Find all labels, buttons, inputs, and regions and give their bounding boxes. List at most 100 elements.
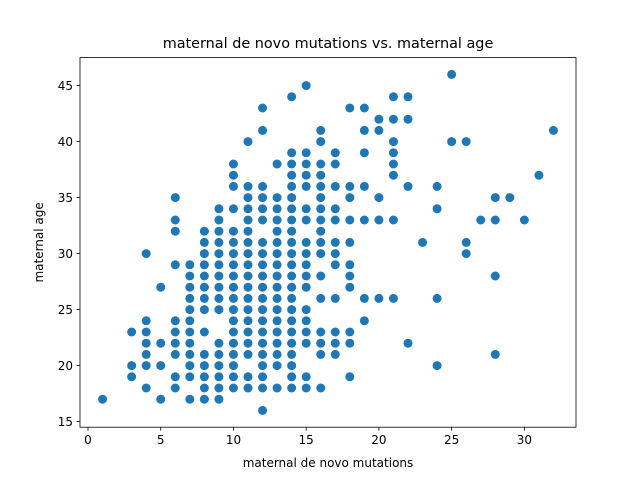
data-point bbox=[199, 293, 209, 303]
data-point bbox=[330, 159, 340, 169]
data-point bbox=[214, 260, 224, 270]
data-point bbox=[258, 260, 268, 270]
data-point bbox=[127, 361, 137, 371]
data-point bbox=[272, 305, 282, 315]
data-point bbox=[301, 237, 311, 247]
data-point bbox=[170, 383, 180, 393]
data-point bbox=[228, 316, 238, 326]
data-point bbox=[258, 237, 268, 247]
data-point bbox=[330, 338, 340, 348]
data-point bbox=[403, 114, 413, 124]
data-point bbox=[301, 159, 311, 169]
y-tick-label: 45 bbox=[58, 79, 73, 93]
data-point bbox=[258, 215, 268, 225]
data-point bbox=[170, 226, 180, 236]
data-point bbox=[141, 349, 151, 359]
data-point bbox=[287, 349, 297, 359]
data-point bbox=[345, 215, 355, 225]
data-point bbox=[243, 282, 253, 292]
data-point bbox=[243, 193, 253, 203]
data-point bbox=[170, 349, 180, 359]
data-point bbox=[272, 383, 282, 393]
data-point bbox=[228, 349, 238, 359]
x-axis-label: maternal de novo mutations bbox=[243, 456, 414, 470]
data-point bbox=[272, 159, 282, 169]
data-point bbox=[214, 271, 224, 281]
data-point bbox=[330, 181, 340, 191]
data-point bbox=[228, 338, 238, 348]
data-point bbox=[199, 305, 209, 315]
data-point bbox=[316, 226, 326, 236]
data-point bbox=[316, 349, 326, 359]
data-point bbox=[228, 327, 238, 337]
data-point bbox=[287, 249, 297, 259]
data-point bbox=[301, 148, 311, 158]
data-point bbox=[228, 181, 238, 191]
data-point bbox=[301, 170, 311, 180]
data-point bbox=[185, 293, 195, 303]
data-point bbox=[359, 316, 369, 326]
data-point bbox=[316, 170, 326, 180]
data-point bbox=[243, 271, 253, 281]
data-point bbox=[243, 237, 253, 247]
data-point bbox=[185, 361, 195, 371]
data-point bbox=[214, 394, 224, 404]
data-point bbox=[287, 92, 297, 102]
data-point bbox=[287, 327, 297, 337]
data-point bbox=[272, 271, 282, 281]
data-point bbox=[170, 316, 180, 326]
data-point bbox=[287, 170, 297, 180]
data-point bbox=[287, 204, 297, 214]
data-point bbox=[301, 383, 311, 393]
data-point bbox=[490, 349, 500, 359]
data-point bbox=[374, 114, 384, 124]
data-point bbox=[243, 137, 253, 147]
data-point bbox=[272, 338, 282, 348]
data-point bbox=[185, 372, 195, 382]
data-point bbox=[258, 293, 268, 303]
data-point bbox=[228, 383, 238, 393]
data-point bbox=[330, 293, 340, 303]
data-point bbox=[156, 282, 166, 292]
data-point bbox=[214, 226, 224, 236]
data-point bbox=[330, 260, 340, 270]
data-point bbox=[243, 204, 253, 214]
data-point bbox=[228, 170, 238, 180]
y-tick-label: 30 bbox=[58, 247, 73, 261]
data-point bbox=[301, 181, 311, 191]
data-point bbox=[359, 148, 369, 158]
data-point bbox=[243, 249, 253, 259]
data-point bbox=[272, 204, 282, 214]
data-point bbox=[287, 226, 297, 236]
data-point bbox=[287, 293, 297, 303]
data-point bbox=[170, 338, 180, 348]
data-point bbox=[447, 69, 457, 79]
data-point bbox=[359, 181, 369, 191]
data-point bbox=[214, 293, 224, 303]
data-point bbox=[359, 103, 369, 113]
data-point bbox=[287, 181, 297, 191]
data-point bbox=[345, 282, 355, 292]
data-point bbox=[214, 383, 224, 393]
data-point bbox=[272, 237, 282, 247]
data-point bbox=[301, 327, 311, 337]
data-point bbox=[228, 159, 238, 169]
data-point bbox=[243, 215, 253, 225]
data-point bbox=[345, 193, 355, 203]
y-axis-label: maternal age bbox=[32, 202, 46, 282]
data-point bbox=[287, 193, 297, 203]
data-point bbox=[287, 148, 297, 158]
data-point bbox=[243, 372, 253, 382]
y-tick-label: 20 bbox=[58, 359, 73, 373]
data-point bbox=[301, 215, 311, 225]
data-point bbox=[258, 181, 268, 191]
data-point bbox=[170, 372, 180, 382]
data-point bbox=[345, 260, 355, 270]
data-point bbox=[316, 159, 326, 169]
data-point bbox=[287, 316, 297, 326]
data-point bbox=[548, 125, 558, 135]
data-point bbox=[388, 159, 398, 169]
data-point bbox=[156, 361, 166, 371]
data-point bbox=[228, 282, 238, 292]
data-point bbox=[330, 215, 340, 225]
